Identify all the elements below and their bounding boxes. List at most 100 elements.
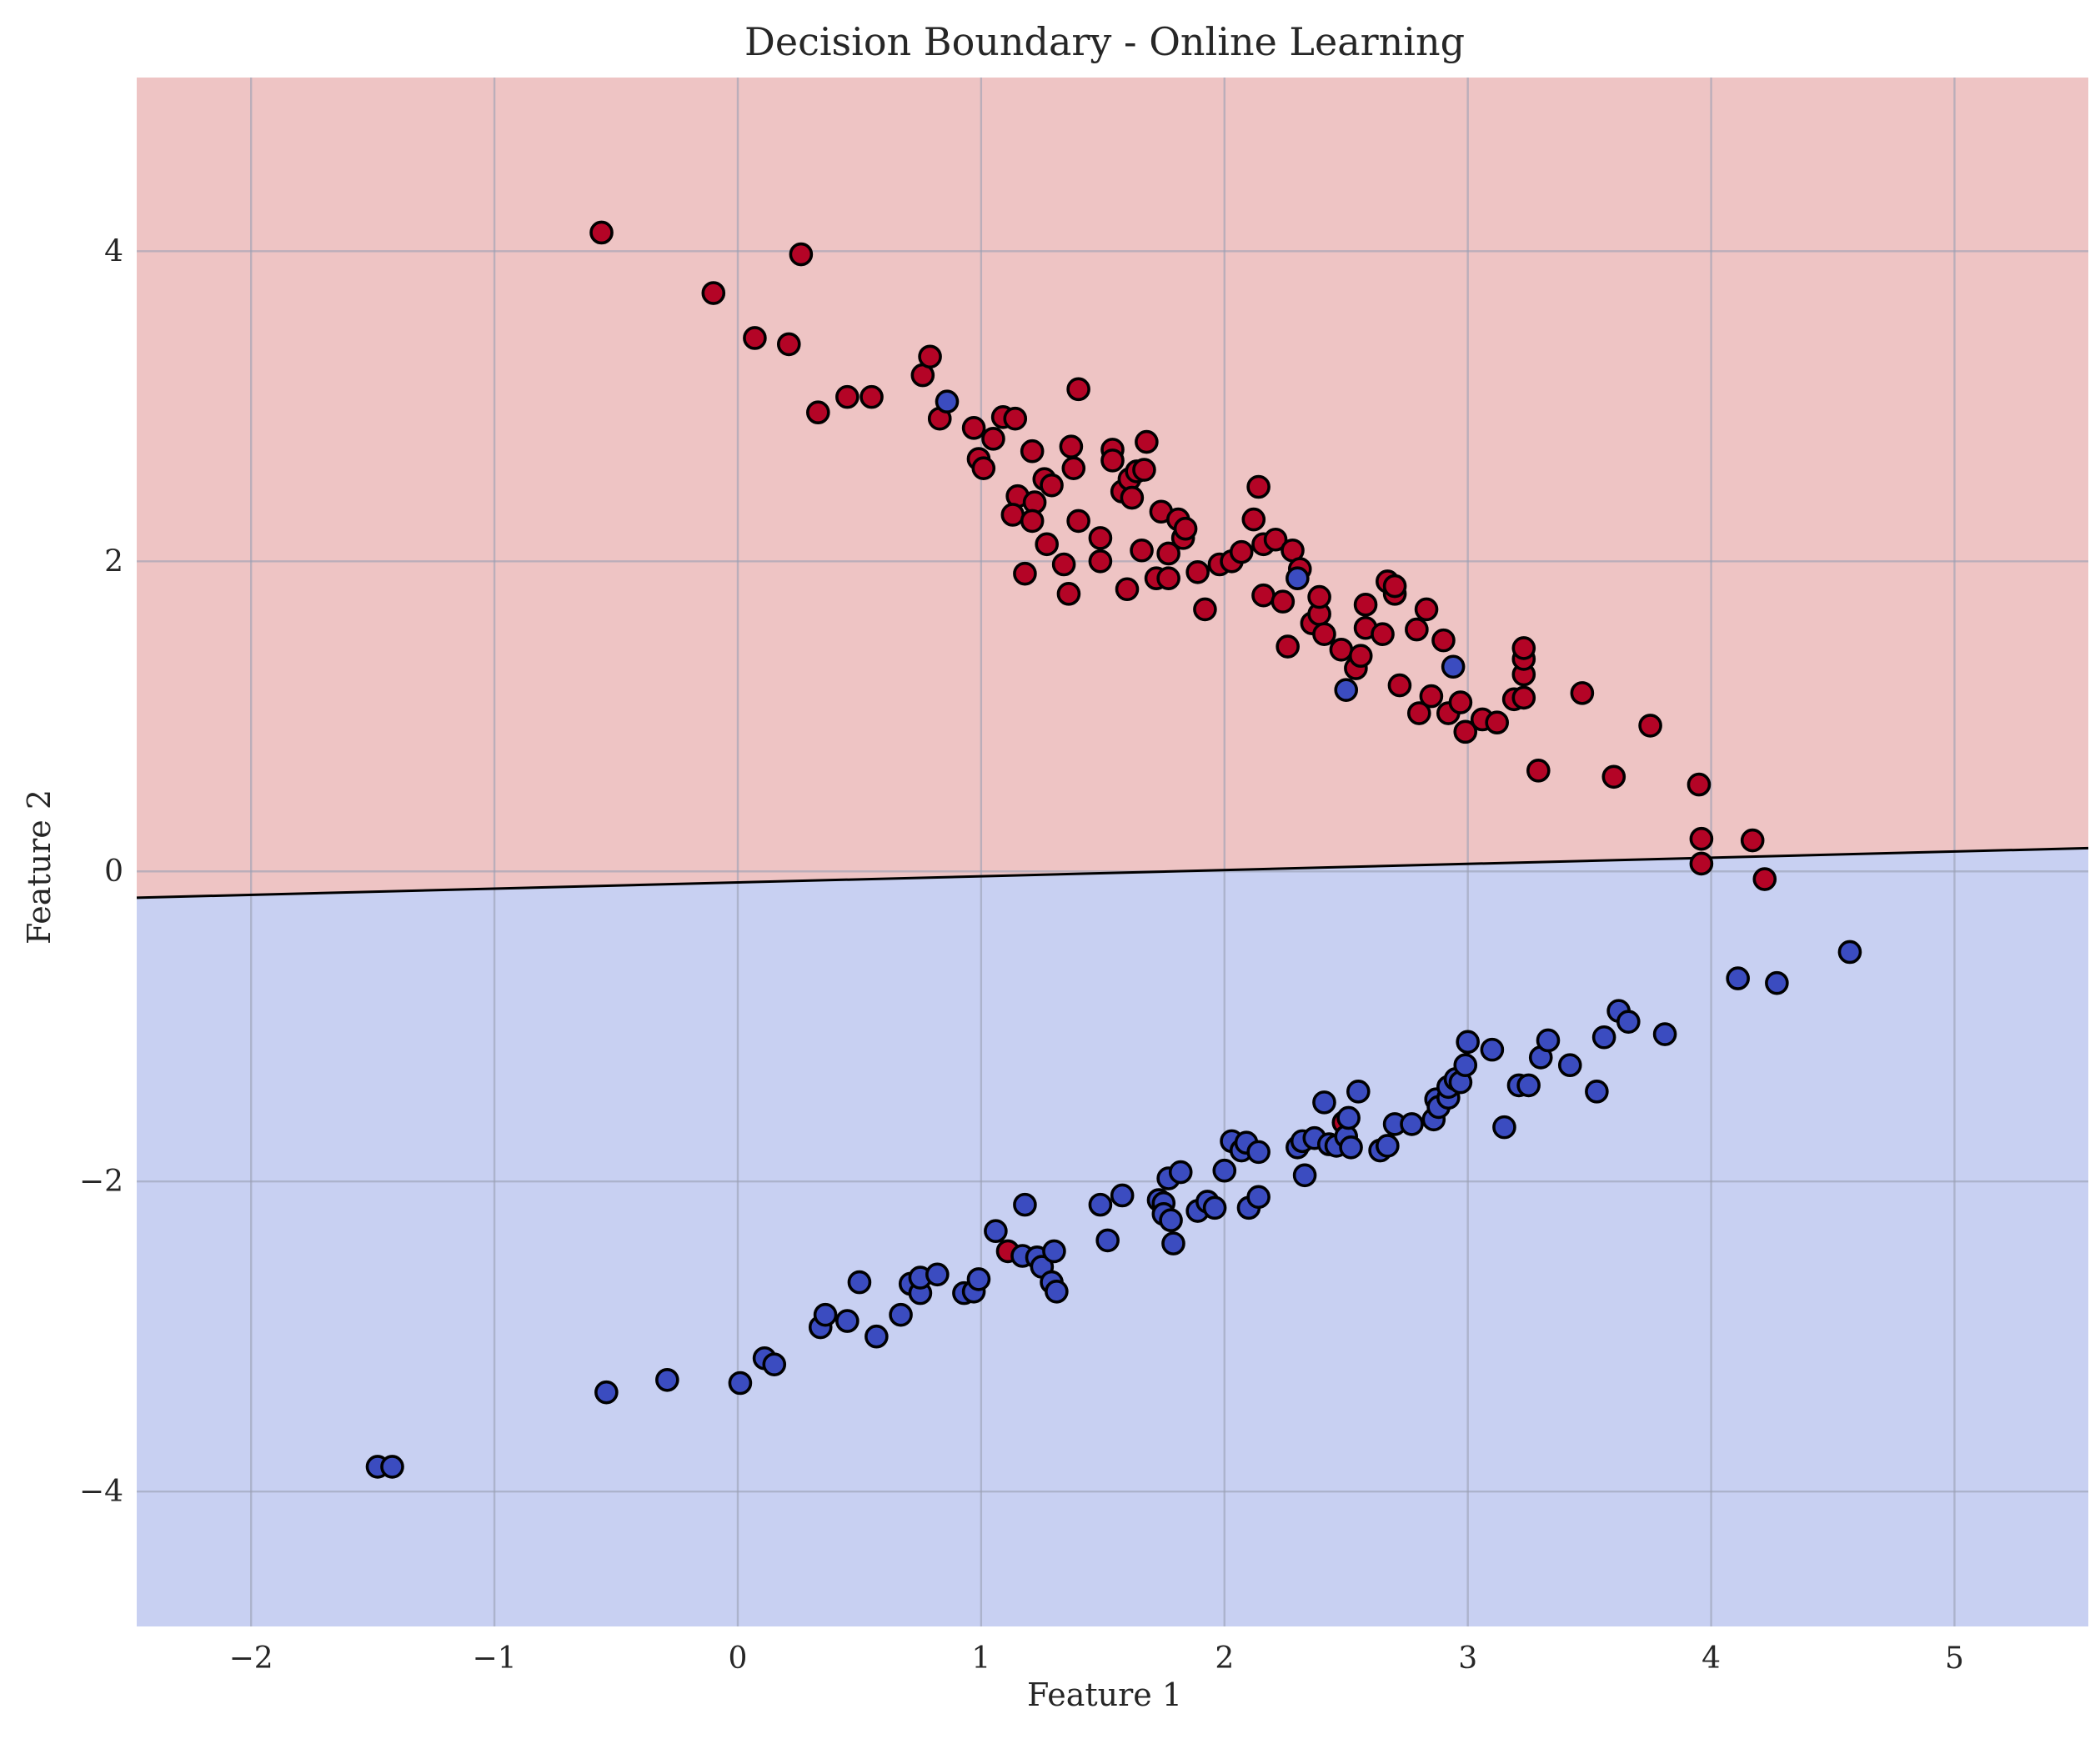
class-1-point (701, 281, 726, 305)
class-1-point (1387, 673, 1412, 698)
class-1-point (1689, 851, 1714, 876)
class-1-point (1003, 406, 1028, 431)
class-1-point (1511, 636, 1536, 660)
class-1-point (789, 242, 814, 267)
y-axis-ticks: −4 −2 0 2 4 (79, 234, 123, 1509)
class-1-point (1173, 516, 1198, 541)
class-1-point (1570, 681, 1595, 705)
class-0-point (984, 1219, 1008, 1244)
class-0-point (1453, 1053, 1478, 1078)
class-1-point (961, 416, 986, 440)
class-0-point (1286, 566, 1310, 591)
class-1-point (1088, 526, 1113, 550)
class-1-point (1329, 637, 1354, 662)
class-1-point (1526, 759, 1551, 783)
class-0-point (1516, 1073, 1541, 1098)
y-tick-label: −2 (79, 1165, 123, 1199)
class-1-point (1601, 764, 1626, 789)
class-1-point (1100, 449, 1125, 473)
x-tick-label: −2 (229, 1641, 273, 1676)
class-0-point (1585, 1080, 1609, 1104)
class-1-point (1120, 485, 1145, 510)
class-0-point (1536, 1028, 1561, 1053)
class-1-point (1000, 503, 1025, 527)
class-1-point (589, 220, 614, 245)
class-0-point (1591, 1025, 1616, 1050)
class-0-point (1045, 1279, 1069, 1304)
class-0-point (1095, 1228, 1120, 1253)
class-1-point (1740, 828, 1765, 853)
data-points (365, 220, 1862, 1479)
y-tick-label: 2 (104, 544, 123, 579)
x-tick-label: 1 (971, 1641, 990, 1676)
chart-title: Decision Boundary - Online Learning (744, 19, 1465, 64)
class-1-point (1371, 622, 1395, 646)
class-1-point (1405, 617, 1429, 642)
class-0-point (728, 1371, 753, 1396)
y-tick-label: 0 (104, 854, 123, 889)
class-1-point (1353, 593, 1378, 617)
class-0-point (1376, 1134, 1400, 1158)
class-1-point (1448, 690, 1473, 714)
class-1-point (1061, 456, 1086, 480)
class-0-point (865, 1324, 889, 1349)
class-1-point (1130, 538, 1154, 563)
decision-boundary-line (136, 846, 2089, 900)
class-1-point (1485, 710, 1509, 735)
class-0-point (1246, 1185, 1271, 1210)
class-1-point (1251, 583, 1276, 608)
plot-area (136, 78, 2089, 1626)
class-0-point (835, 1309, 860, 1333)
class-1-point (1020, 509, 1045, 534)
class-0-point (1292, 1163, 1317, 1188)
class-0-point (762, 1352, 787, 1376)
class-0-point (925, 1262, 950, 1287)
x-tick-label: 4 (1702, 1641, 1721, 1676)
class-0-point (1837, 940, 1862, 965)
class-1-point (776, 332, 801, 357)
grid (137, 78, 2088, 1626)
class-0-point (966, 1267, 991, 1291)
class-1-point (1241, 507, 1266, 532)
class-0-point (1765, 970, 1789, 995)
class-1-point (1687, 772, 1712, 797)
class-1-point (743, 326, 767, 350)
class-1-point (1382, 574, 1407, 599)
class-1-point (1135, 429, 1159, 454)
x-axis-label: Feature 1 (1027, 1676, 1182, 1713)
class-1-point (1453, 719, 1478, 744)
class-0-point (1456, 1030, 1480, 1055)
class-1-point (835, 384, 860, 409)
class-0-point (935, 389, 960, 414)
class-1-point (1312, 622, 1336, 646)
class-1-point (1431, 628, 1456, 653)
class-0-point (1161, 1231, 1185, 1255)
class-0-point (1088, 1192, 1113, 1217)
class-1-point (1020, 439, 1045, 464)
class-0-point (1013, 1192, 1037, 1217)
class-0-point (889, 1302, 913, 1327)
class-1-point (1193, 597, 1217, 622)
class-1-point (1307, 584, 1331, 609)
x-axis-ticks: −2 −1 0 1 2 3 4 5 (229, 1641, 1964, 1676)
class-1-point (1348, 644, 1373, 669)
class-0-point (1557, 1053, 1582, 1078)
class-1-point (1066, 509, 1090, 534)
y-tick-label: −4 (79, 1475, 123, 1509)
class-0-point (1212, 1158, 1237, 1183)
class-1-point (1246, 474, 1271, 499)
class-1-point (1013, 561, 1037, 586)
class-0-point (1312, 1090, 1336, 1115)
class-0-point (1110, 1183, 1135, 1208)
class-0-point (1159, 1208, 1183, 1233)
class-1-point (1088, 549, 1113, 574)
class-0-point (1339, 1135, 1363, 1160)
class-0-point (1652, 1022, 1677, 1046)
class-1-point (1185, 559, 1210, 584)
class-1-point (1271, 589, 1296, 614)
class-0-point (380, 1455, 404, 1479)
class-1-point (860, 384, 884, 409)
class-1-point (1156, 566, 1180, 591)
class-0-point (1334, 678, 1359, 702)
